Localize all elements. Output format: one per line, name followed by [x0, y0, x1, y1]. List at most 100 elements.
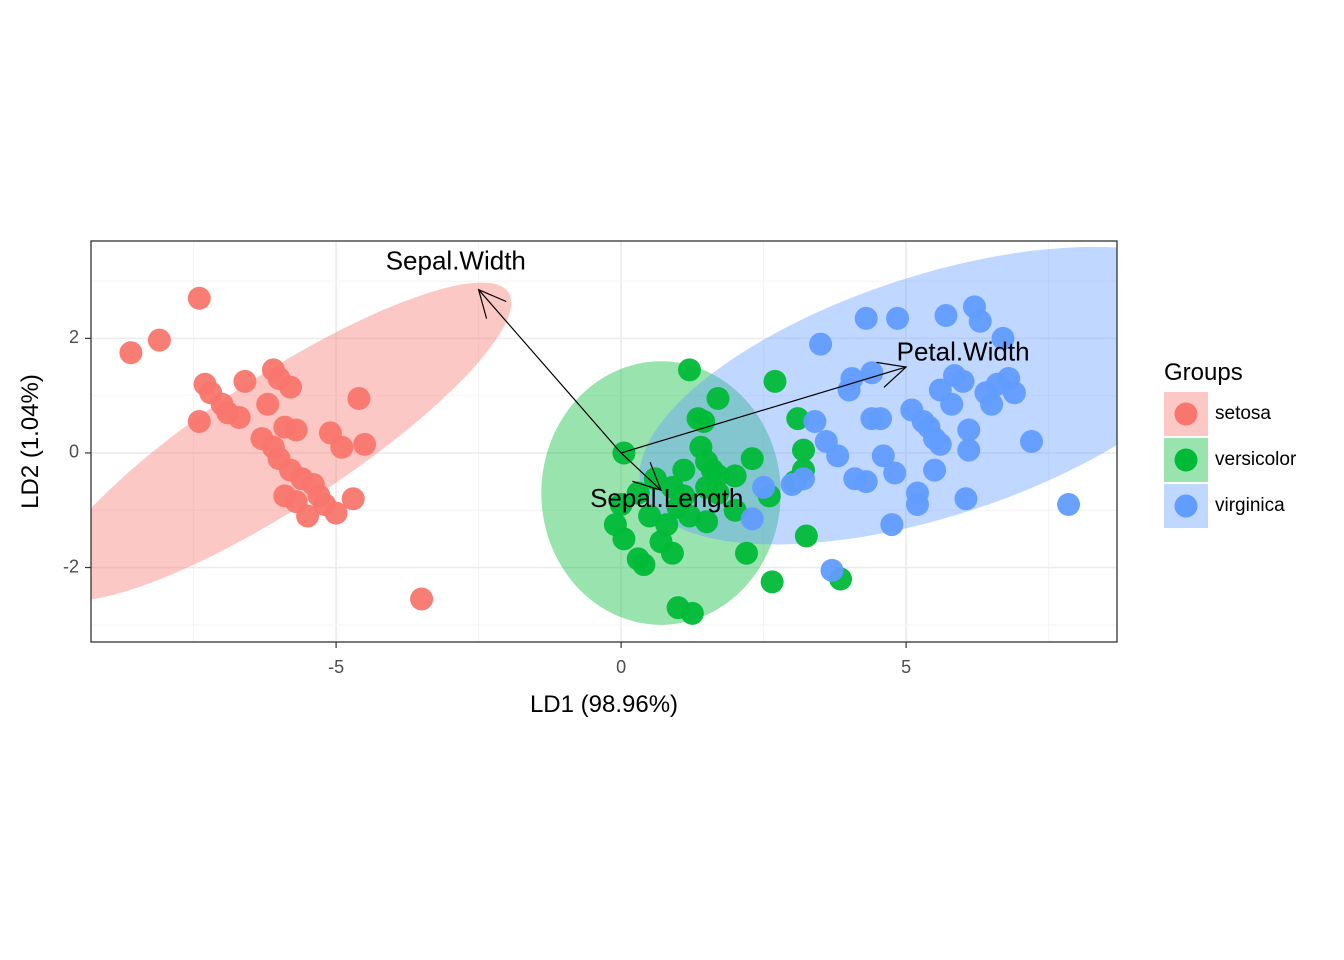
point-virginica [803, 409, 827, 433]
point-virginica [860, 361, 884, 385]
point-setosa [233, 369, 257, 393]
arrow-head-Sepal.Length [632, 462, 663, 492]
point-versicolor [609, 493, 633, 517]
x-tick-label: 5 [901, 657, 911, 677]
point-setosa [227, 405, 251, 429]
point-virginica [968, 309, 992, 333]
legend-point-virginica [1174, 494, 1198, 518]
point-versicolor [672, 458, 696, 482]
point-versicolor [643, 467, 667, 491]
point-versicolor [735, 541, 758, 565]
point-virginica [792, 467, 815, 491]
arrow-label-Sepal.Width: Sepal.Width [386, 246, 526, 276]
point-setosa [410, 587, 434, 611]
point-versicolor [794, 524, 818, 548]
arrow-line-Sepal.Length [620, 452, 662, 491]
point-virginica [840, 366, 864, 390]
point-virginica [923, 458, 947, 482]
point-versicolor [706, 481, 730, 505]
loading-arrows: Sepal.Width Petal.Width Sepal.Length [386, 246, 1030, 513]
point-versicolor [638, 504, 662, 528]
point-virginica [906, 493, 929, 517]
y-axis-ticks: -2 0 2 [63, 327, 91, 576]
point-virginica [1020, 430, 1043, 453]
point-setosa [330, 435, 354, 459]
legend-point-versicolor [1174, 448, 1198, 472]
point-versicolor [740, 447, 764, 471]
series-setosa [119, 286, 434, 611]
point-versicolor [672, 484, 696, 508]
point-setosa [147, 328, 171, 352]
point-virginica [957, 438, 981, 462]
point-versicolor [678, 358, 701, 382]
x-tick-label: -5 [328, 657, 344, 677]
legend-title: Groups [1164, 359, 1243, 386]
legend-point-setosa [1174, 402, 1198, 426]
point-versicolor [632, 553, 656, 577]
point-versicolor [723, 464, 747, 488]
y-tick-label: -2 [63, 556, 79, 576]
y-tick-label: 0 [69, 442, 79, 462]
arrow-line-Petal.Width [620, 366, 907, 454]
arrow-head-Petal.Width [876, 361, 908, 388]
point-versicolor [706, 464, 730, 488]
y-axis-title: LD2 (1.04%) [17, 374, 44, 509]
point-versicolor [763, 369, 787, 393]
point-virginica [871, 444, 895, 468]
point-versicolor [626, 481, 650, 505]
point-versicolor [786, 407, 810, 431]
point-versicolor [760, 570, 784, 594]
plot-content: Sepal.Width Petal.Width Sepal.Length [91, 246, 1117, 625]
legend-label-setosa: setosa [1215, 403, 1271, 424]
point-setosa [187, 286, 211, 310]
arrow-line-Sepal.Width [478, 289, 622, 454]
point-virginica [940, 392, 964, 416]
point-virginica [928, 432, 952, 456]
point-virginica [934, 303, 958, 327]
point-versicolor [706, 387, 730, 411]
panel-border [90, 240, 1118, 643]
point-setosa [353, 432, 377, 456]
point-setosa [256, 392, 280, 416]
point-virginica [740, 507, 764, 531]
point-virginica [868, 407, 892, 431]
point-setosa [284, 418, 308, 442]
point-setosa [119, 341, 143, 365]
point-setosa [187, 409, 211, 433]
point-virginica [1002, 381, 1026, 405]
grid [91, 241, 1117, 642]
point-virginica [854, 470, 878, 494]
point-versicolor [692, 409, 716, 433]
legend-label-virginica: virginica [1215, 495, 1285, 516]
x-tick-label: 0 [616, 657, 626, 677]
x-axis-title: LD1 (98.96%) [530, 691, 678, 718]
arrow-head-Sepal.Width [477, 288, 507, 319]
point-virginica [854, 306, 878, 330]
point-virginica [809, 332, 833, 356]
point-virginica [752, 475, 776, 499]
point-virginica [883, 461, 907, 485]
point-virginica [957, 418, 981, 442]
point-virginica [951, 369, 975, 393]
point-virginica [820, 558, 844, 582]
point-virginica [991, 326, 1015, 350]
arrow-label-Petal.Width: Petal.Width [897, 337, 1030, 367]
point-setosa [347, 387, 371, 411]
legend: Groups setosa versicolor virginica [1164, 359, 1297, 528]
point-versicolor [695, 510, 719, 534]
point-virginica [954, 487, 978, 511]
x-axis-ticks: -5 0 5 [328, 642, 911, 677]
arrow-label-Sepal.Length: Sepal.Length [590, 483, 743, 513]
point-setosa [324, 501, 348, 525]
point-versicolor [612, 441, 636, 465]
point-versicolor [723, 498, 747, 522]
point-setosa [296, 504, 320, 528]
point-versicolor [612, 527, 636, 551]
ellipse-versicolor [541, 361, 781, 625]
y-tick-label: 2 [69, 327, 79, 347]
point-virginica [880, 513, 904, 537]
point-setosa [341, 487, 365, 511]
plot-panel: Sepal.Width Petal.Width Sepal.Length [90, 240, 1118, 643]
point-virginica [980, 392, 1004, 416]
